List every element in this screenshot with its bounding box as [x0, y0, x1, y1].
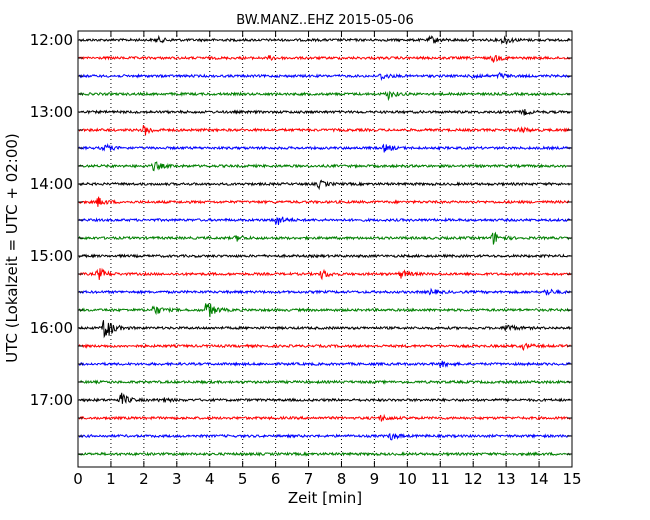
x-tick-label: 11: [431, 470, 450, 488]
y-tick-label: 16:00: [30, 319, 73, 337]
y-tick-label: 14:00: [30, 175, 73, 193]
x-axis-label: Zeit [min]: [288, 489, 362, 507]
trace-line: [78, 196, 571, 207]
x-tick-label: 6: [271, 470, 281, 488]
y-axis-label: UTC (Lokalzeit = UTC + 02:00): [3, 133, 21, 363]
x-tick-label: 12: [464, 470, 483, 488]
trace-line: [78, 216, 571, 225]
y-tick-label: 17:00: [30, 391, 73, 409]
trace-rows: [78, 34, 571, 457]
trace-line: [78, 267, 571, 281]
x-tick-label: 1: [106, 470, 116, 488]
trace-line: [78, 90, 571, 102]
x-axis: 0 1 2 3 4 5 6 7 8 9 10 11 12 13 14 15: [73, 31, 582, 488]
grid-lines: [110, 31, 540, 467]
trace-line: [78, 320, 571, 339]
x-tick-label: 5: [238, 470, 248, 488]
trace-line: [78, 161, 571, 172]
trace-line: [78, 125, 571, 136]
x-tick-label: 0: [73, 470, 83, 488]
trace-line: [78, 303, 571, 318]
x-tick-label: 7: [304, 470, 314, 488]
x-tick-label: 8: [337, 470, 347, 488]
trace-line: [78, 392, 571, 405]
x-tick-label: 15: [562, 470, 581, 488]
trace-line: [78, 253, 571, 259]
y-tick-label: 15:00: [30, 247, 73, 265]
x-tick-label: 2: [139, 470, 149, 488]
y-tick-label: 13:00: [30, 103, 73, 121]
trace-line: [78, 34, 571, 46]
trace-line: [78, 413, 571, 422]
chart-title: BW.MANZ..EHZ 2015-05-06: [236, 13, 414, 28]
x-tick-label: 3: [172, 470, 182, 488]
trace-line: [78, 55, 571, 64]
x-tick-label: 14: [530, 470, 549, 488]
trace-line: [79, 109, 571, 116]
trace-line: [78, 179, 571, 191]
trace-line: [78, 287, 571, 296]
trace-line: [78, 451, 571, 457]
trace-line: [78, 342, 571, 351]
x-tick-label: 4: [205, 470, 215, 488]
x-tick-label: 10: [398, 470, 417, 488]
x-tick-label: 13: [497, 470, 516, 488]
y-axis: 12:00 13:00 14:00 15:00 16:00 17:00: [30, 31, 572, 455]
trace-line: [78, 143, 571, 153]
trace-line: [78, 71, 571, 82]
y-tick-label: 12:00: [30, 31, 73, 49]
trace-line: [78, 231, 571, 245]
trace-line: [78, 360, 571, 369]
trace-line: [78, 432, 571, 441]
x-tick-label: 9: [370, 470, 380, 488]
plot-frame: [77, 30, 573, 468]
trace-line: [78, 379, 571, 385]
